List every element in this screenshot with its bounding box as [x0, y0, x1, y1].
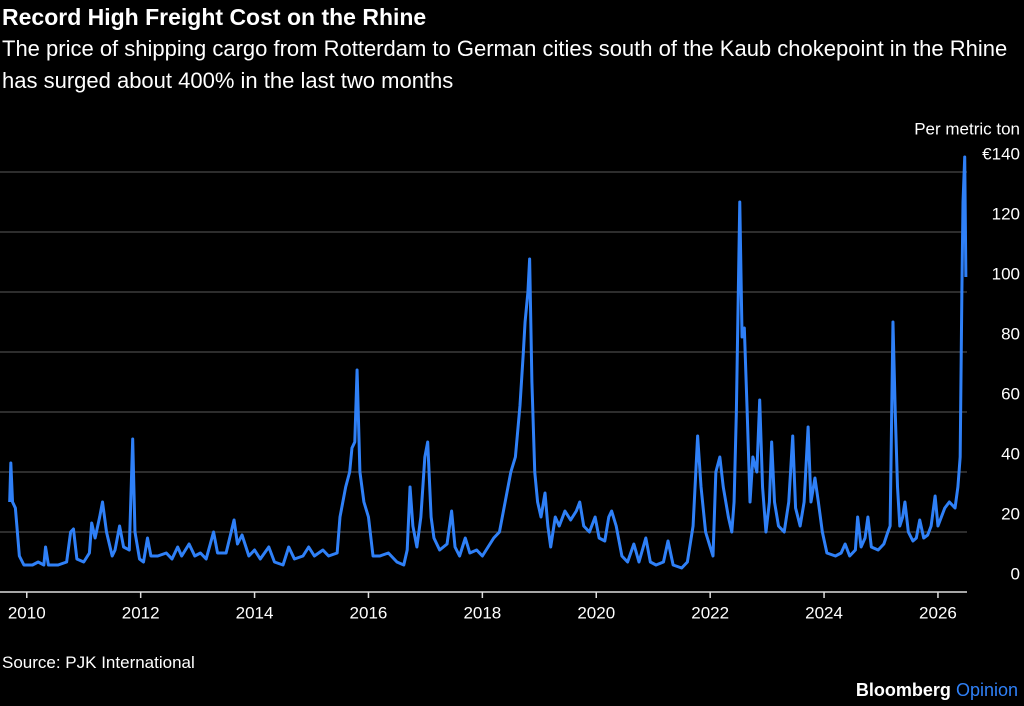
- y-tick-label: 60: [1001, 384, 1020, 403]
- x-tick-label: 2010: [8, 603, 46, 622]
- y-tick-label: 20: [1001, 504, 1020, 523]
- x-tick-label: 2026: [919, 603, 957, 622]
- x-tick-label: 2018: [463, 603, 501, 622]
- chart-title: Record High Freight Cost on the Rhine: [2, 4, 427, 30]
- data-line: [8, 155, 968, 570]
- chart: Per metric ton 0 20 40 60 80 100 120 €140 2010 20…: [0, 119, 1020, 622]
- y-tick-label: 100: [992, 264, 1020, 283]
- source-note: Source: PJK International: [2, 653, 195, 672]
- x-tick-label: 2014: [236, 603, 274, 622]
- y-tick-label: 0: [1011, 564, 1020, 583]
- x-tick-label: 2016: [350, 603, 388, 622]
- x-tick-label: 2024: [805, 603, 843, 622]
- y-tick-label: 80: [1001, 324, 1020, 343]
- y-tick-label: 40: [1001, 444, 1020, 463]
- x-tick-label: 2020: [577, 603, 615, 622]
- chart-subtitle: The price of shipping cargo from Rotterd…: [2, 36, 1008, 93]
- brand-sub: Opinion: [955, 680, 1018, 700]
- brand-name: Bloomberg: [855, 680, 951, 700]
- x-tick-label: 2022: [691, 603, 729, 622]
- y-axis-label: Per metric ton: [914, 119, 1020, 138]
- y-tick-label: €140: [982, 144, 1020, 163]
- brand: Bloomberg Opinion: [856, 680, 1018, 701]
- y-tick-label: 120: [992, 204, 1020, 223]
- x-tick-label: 2012: [122, 603, 160, 622]
